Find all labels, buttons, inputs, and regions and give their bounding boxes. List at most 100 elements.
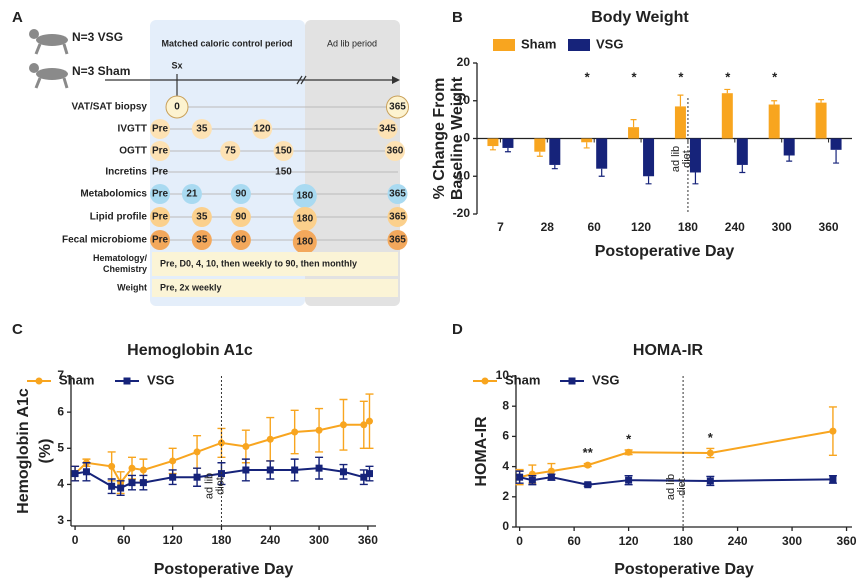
timepoint-dot (252, 119, 273, 139)
x-tick-label: 180 (211, 533, 231, 547)
timeline-arrow (392, 76, 400, 84)
x-tick-label: 60 (567, 534, 581, 548)
y-axis-label: (%) (37, 439, 54, 464)
point (315, 426, 323, 434)
x-tick-label: 240 (728, 534, 748, 548)
point (706, 449, 714, 457)
x-tick-label: 120 (631, 220, 651, 234)
timepoint-label: 35 (196, 212, 208, 223)
chart-title: Body Weight (591, 9, 689, 26)
x-tick-label: 180 (678, 220, 698, 234)
timepoint-label: Pre (152, 167, 169, 178)
monkey-icons (29, 29, 69, 89)
timepoint-label: Pre (152, 212, 169, 223)
x-tick-label: 0 (516, 534, 523, 548)
error-bar (489, 146, 496, 151)
legend-label: VSG (596, 36, 623, 51)
timepoint-dot (387, 207, 408, 227)
surgery-label: Sx (171, 60, 182, 70)
y-tick-label: 3 (57, 513, 64, 527)
y-tick-label: 7 (57, 368, 64, 382)
error-bar (833, 149, 840, 164)
point (291, 428, 299, 436)
timepoint-label: Pre (152, 124, 169, 135)
point (625, 476, 633, 484)
row-label: Fecal microbiome (62, 235, 147, 246)
point (339, 421, 347, 429)
timepoint-dot (191, 119, 212, 139)
row-label: Metabolomics (80, 189, 147, 200)
error-bar (818, 99, 825, 103)
x-tick-label: 360 (837, 534, 856, 548)
row-label: OGTT (119, 146, 147, 157)
significance: * (725, 69, 731, 84)
row-label: Lipid profile (90, 212, 148, 223)
row-label: IVGTT (118, 124, 147, 135)
x-tick-label: 300 (772, 220, 792, 234)
error-bar (504, 147, 511, 153)
annotation: ad lib (670, 146, 682, 172)
timepoint-dot (150, 141, 170, 161)
x-axis-label: Postoperative Day (595, 243, 735, 260)
legend-swatch (493, 39, 515, 51)
timepoint-dot (377, 119, 398, 139)
point (139, 479, 147, 487)
row-label: VAT/SAT biopsy (71, 102, 147, 113)
point (128, 464, 136, 472)
point (360, 473, 368, 481)
legend-marker (481, 377, 489, 385)
y-tick-label: 4 (502, 459, 509, 473)
x-tick-label: 240 (260, 533, 280, 547)
point (365, 417, 373, 425)
legend-swatch (568, 39, 590, 51)
timepoint-label: 35 (196, 235, 208, 246)
point (169, 457, 177, 465)
point (242, 466, 250, 474)
row-label: Weight (117, 282, 147, 292)
y-tick-label: 6 (502, 429, 509, 443)
legend-label: VSG (592, 372, 619, 387)
point (829, 475, 837, 483)
bar (628, 127, 640, 139)
x-tick-label: 300 (782, 534, 802, 548)
timepoint-dot (292, 184, 317, 208)
timepoint-dot (230, 184, 251, 204)
x-tick-label: 360 (819, 220, 839, 234)
error-bar (724, 88, 731, 94)
timepoint-dot (386, 95, 409, 119)
point (528, 476, 536, 484)
x-tick-label: 120 (163, 533, 183, 547)
significance: * (585, 69, 591, 84)
period-header: Ad lib period (327, 38, 377, 48)
schedule-box (152, 252, 398, 276)
timepoint-dot (230, 207, 251, 227)
significance: * (772, 69, 778, 84)
point (242, 442, 250, 450)
bar (815, 102, 827, 139)
row-label: Chemistry (103, 264, 147, 274)
point (117, 484, 125, 492)
timepoint-dot (191, 207, 212, 227)
timepoint-dot (230, 230, 251, 250)
y-axis-label: HOMA-IR (473, 416, 490, 487)
bar (581, 138, 593, 143)
timepoint-label: 120 (254, 124, 271, 135)
error-bar (551, 164, 558, 170)
period-header: Matched caloric control period (161, 38, 292, 48)
error-bar (645, 176, 652, 185)
point (315, 464, 323, 472)
timepoint-label: Pre (152, 189, 169, 200)
timepoint-label: 360 (387, 146, 404, 157)
schedule-text: Pre, D0, 4, 10, then weekly to 90, then … (160, 258, 357, 268)
significance: * (708, 430, 714, 445)
chart-title: Hemoglobin A1c (127, 342, 253, 359)
y-tick-label: -20 (453, 206, 471, 220)
error-bar (786, 155, 793, 162)
annotation: diet (214, 477, 226, 495)
legend-label: Sham (521, 36, 556, 51)
significance: * (632, 69, 638, 84)
y-tick-label: 2 (502, 489, 509, 503)
timepoint-dot (220, 141, 241, 161)
annotation: ad lib (203, 473, 215, 499)
